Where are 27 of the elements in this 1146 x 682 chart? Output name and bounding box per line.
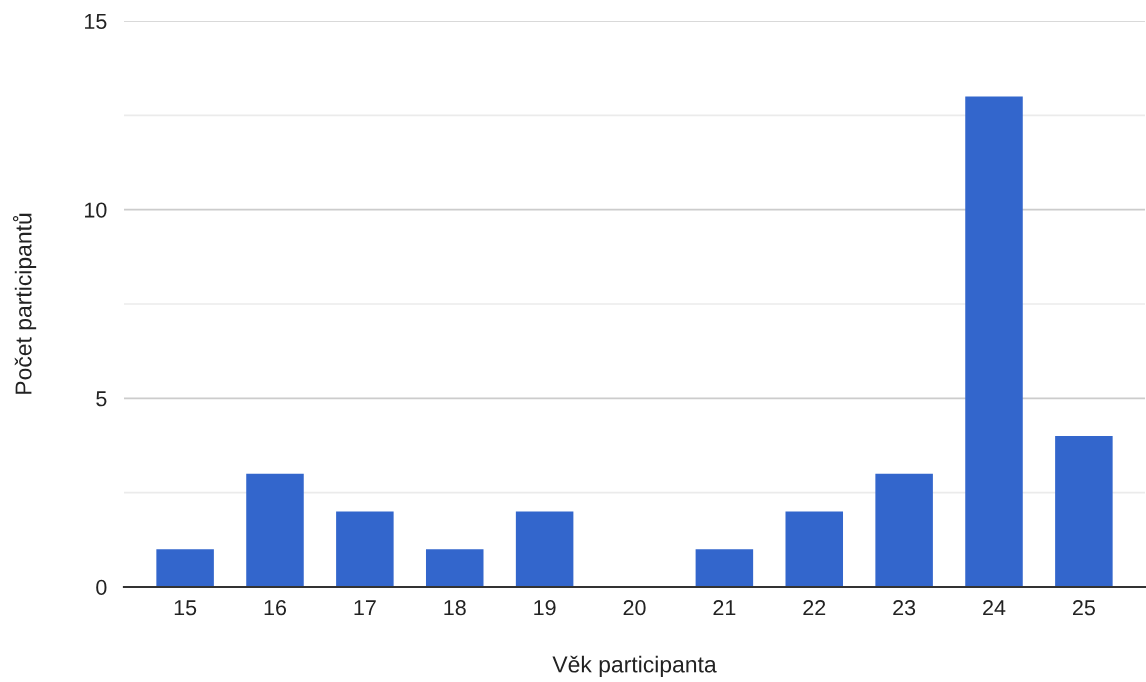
y-axis-title: Počet participantů xyxy=(12,213,37,394)
bar xyxy=(965,96,1023,587)
bar xyxy=(515,511,574,587)
x-tick-label: 23 xyxy=(893,600,916,616)
x-tick-label: 15 xyxy=(174,600,197,616)
x-tick-label: 21 xyxy=(713,600,736,616)
bar xyxy=(785,511,844,587)
y-tick-label: 10 xyxy=(85,202,107,218)
x-tick-label: 18 xyxy=(444,600,466,616)
bar xyxy=(695,549,754,587)
x-tick-label: 19 xyxy=(534,600,556,616)
x-tick-label: 17 xyxy=(354,600,376,616)
bar xyxy=(1055,436,1113,587)
bar xyxy=(156,549,214,587)
y-tick-label: 15 xyxy=(85,13,107,30)
bar xyxy=(425,549,484,587)
bar xyxy=(336,511,394,587)
x-axis-title: Věk participanta xyxy=(552,655,717,678)
y-tick-label: 0 xyxy=(96,579,107,596)
x-tick-label: 22 xyxy=(803,600,826,616)
x-tick-label: 24 xyxy=(983,600,1006,616)
bar xyxy=(875,473,933,587)
x-tick-label: 20 xyxy=(623,600,646,616)
x-tick-label: 16 xyxy=(264,600,287,616)
x-tick-label: 25 xyxy=(1073,600,1095,616)
y-tick-label: 5 xyxy=(96,391,107,407)
bar xyxy=(246,473,304,587)
